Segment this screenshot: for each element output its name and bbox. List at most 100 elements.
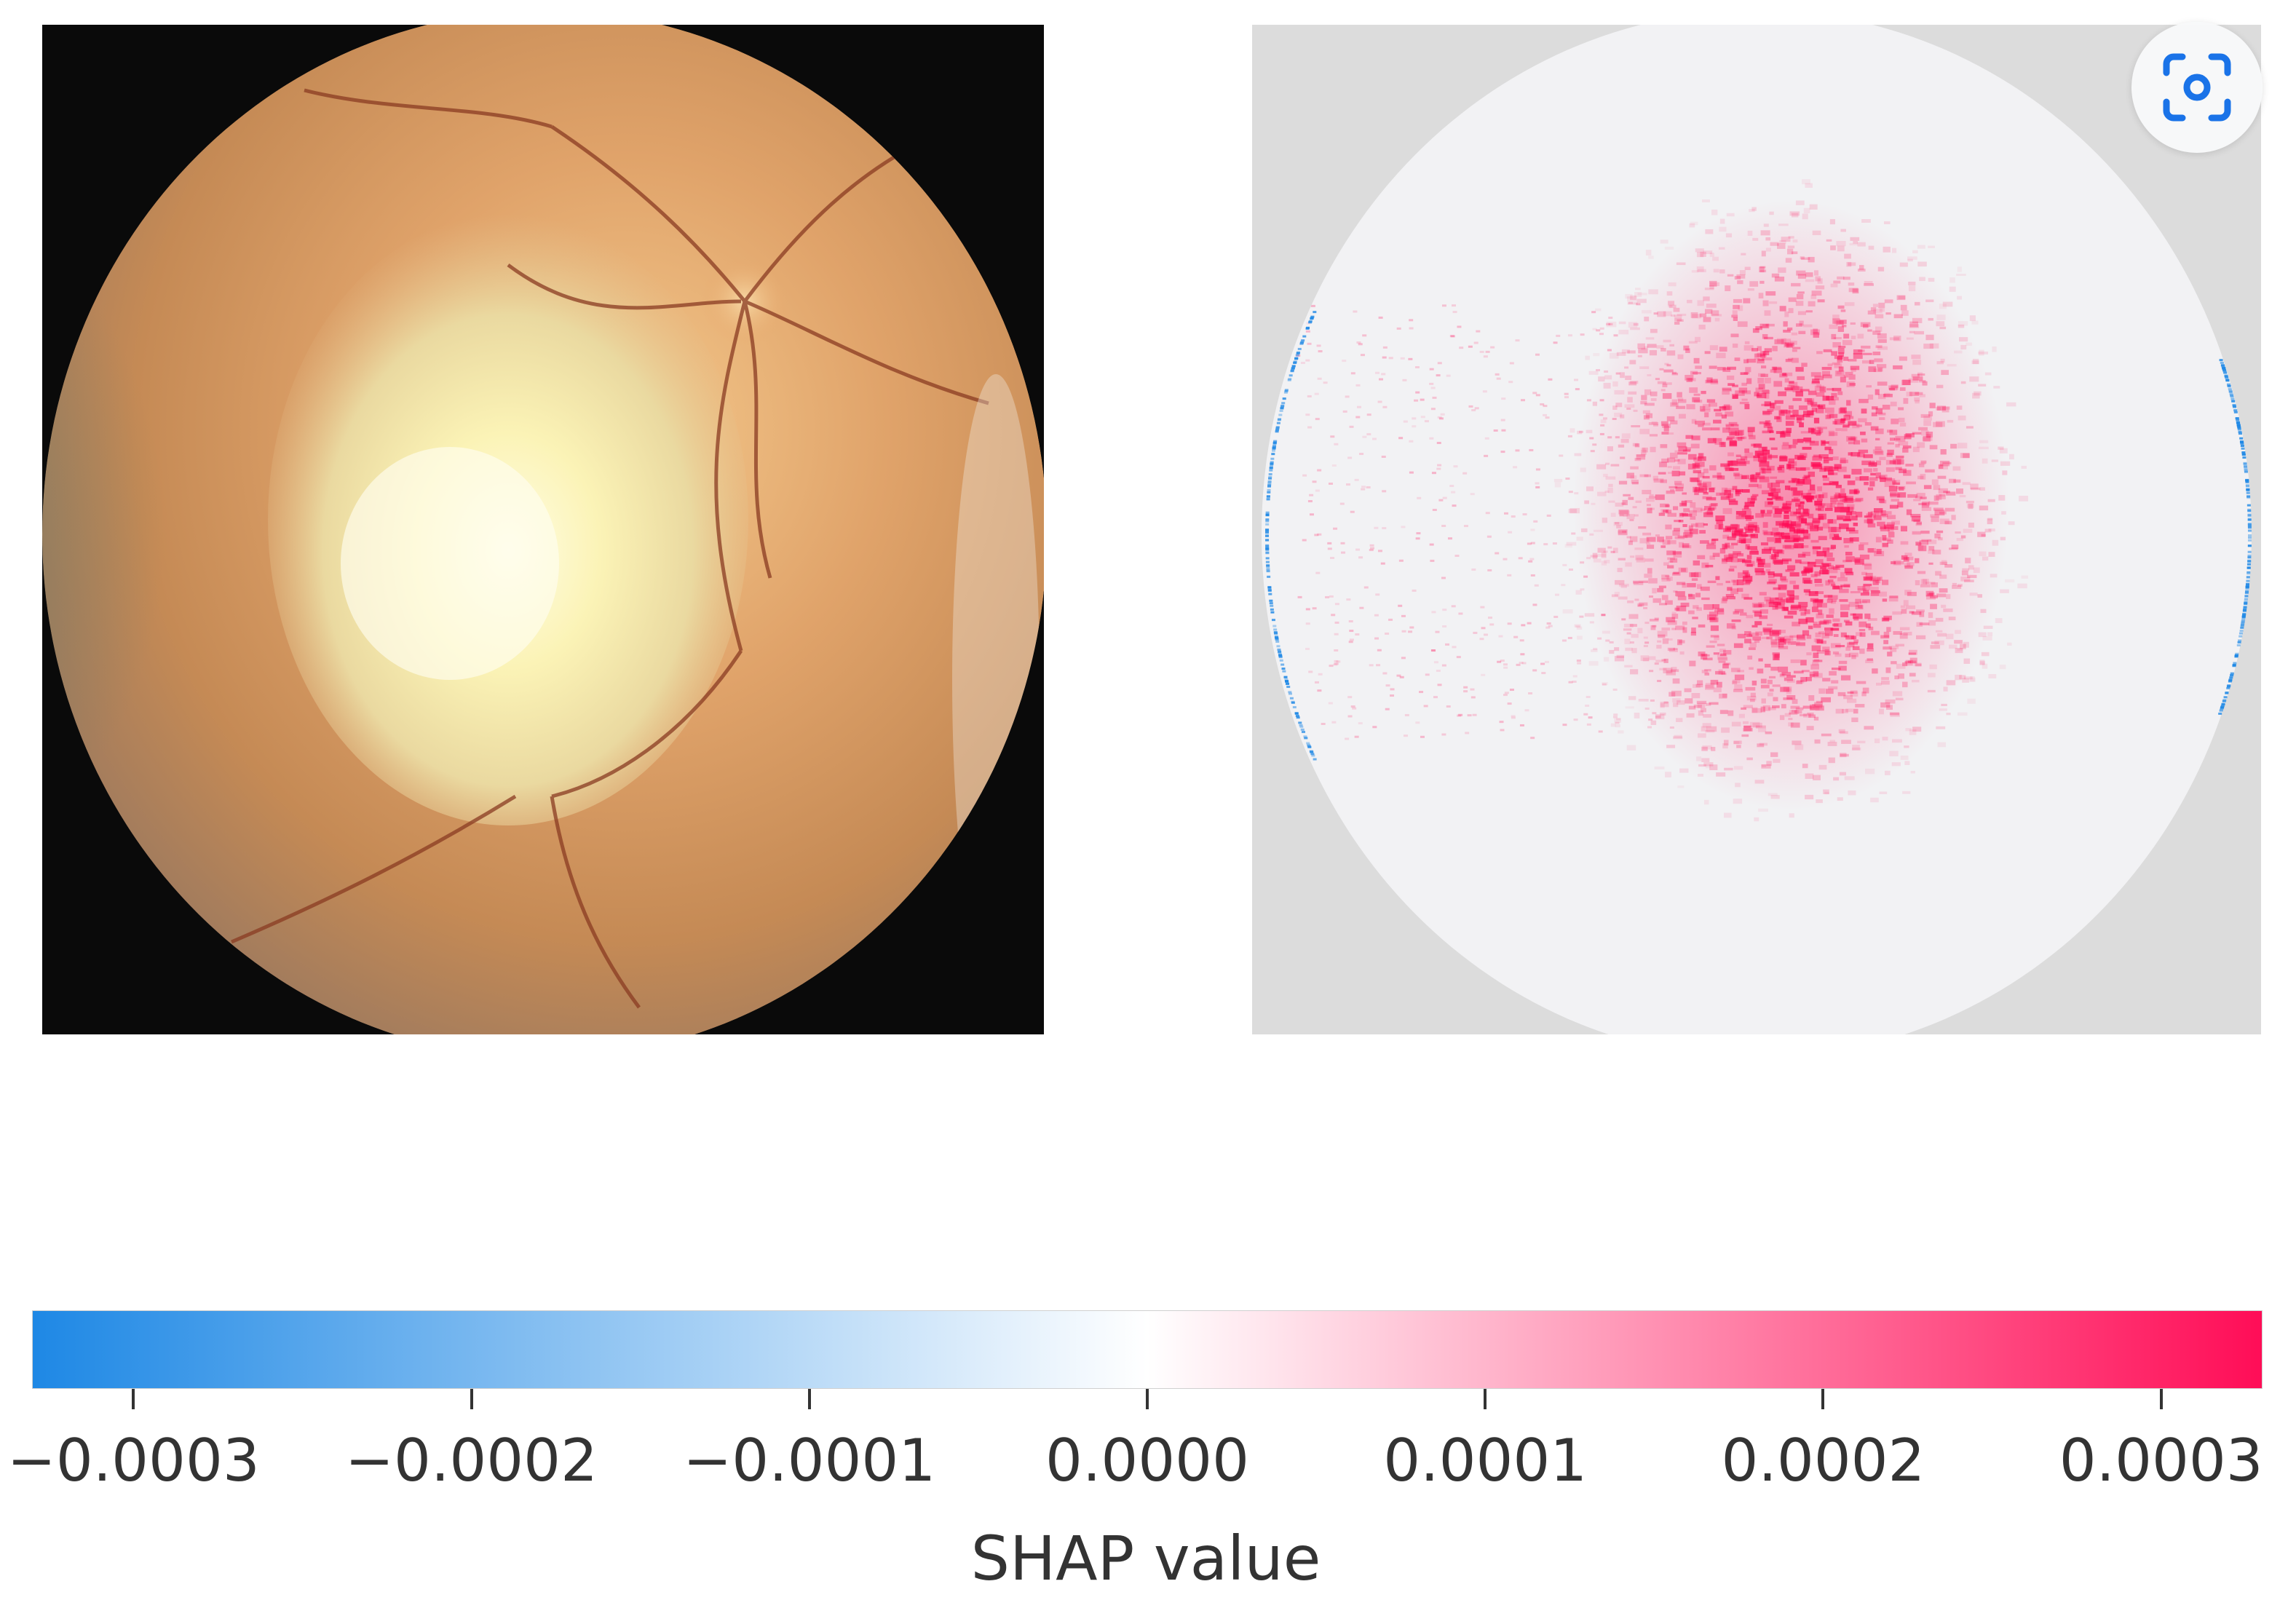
shap-speckle [1784, 539, 1794, 542]
shap-edge-speckle [2247, 513, 2252, 516]
shap-speckle [1786, 344, 1793, 348]
shap-speckle [1797, 529, 1805, 533]
shap-speckle [1725, 580, 1730, 584]
shap-speckle [1588, 371, 1599, 375]
shap-speckle [1816, 392, 1825, 397]
shap-speckle [1861, 345, 1871, 349]
shap-speckle [1630, 327, 1640, 330]
shap-speckle [1429, 543, 1434, 546]
shap-speckle [1620, 438, 1629, 443]
shap-speckle [1908, 285, 1916, 292]
shap-speckle [1830, 583, 1836, 587]
shap-speckle [1857, 588, 1867, 592]
shap-speckle [1723, 404, 1730, 411]
shap-speckle [1862, 687, 1869, 694]
shap-speckle [1780, 431, 1791, 437]
shap-speckle [1784, 342, 1789, 348]
shap-speckle [1792, 346, 1801, 349]
shap-speckle [1805, 272, 1813, 277]
shap-speckle [1679, 651, 1685, 655]
shap-speckle [1693, 393, 1701, 396]
shap-speckle [1770, 795, 1780, 799]
shap-speckle [1853, 349, 1863, 355]
shap-speckle [1959, 675, 1966, 680]
shap-speckle [1398, 437, 1404, 440]
shap-speckle [1436, 670, 1441, 673]
shap-speckle [1754, 353, 1762, 357]
shap-speckle [1818, 454, 1829, 459]
shap-speckle [1884, 481, 1895, 488]
shap-speckle [1568, 509, 1577, 513]
retinal-vessels [231, 88, 989, 1009]
shap-speckle [1612, 405, 1618, 411]
shap-speckle [1901, 379, 1911, 386]
shap-speckle [1890, 713, 1900, 717]
shap-speckle [1778, 523, 1784, 528]
shap-speckle [1780, 432, 1786, 438]
shap-speckle [1814, 739, 1821, 744]
shap-speckle [1824, 595, 1833, 598]
shap-speckle [1691, 578, 1698, 581]
shap-speckle [1769, 676, 1776, 679]
shap-speckle [1420, 735, 1425, 738]
shap-edge-speckle [1267, 482, 1272, 485]
shap-speckle [1819, 387, 1826, 393]
shap-speckle [1584, 500, 1589, 504]
shap-speckle [1741, 559, 1751, 563]
shap-speckle [1808, 471, 1816, 478]
shap-speckle [1957, 321, 1968, 326]
shap-speckle [1490, 346, 1495, 349]
shap-speckle [1797, 438, 1804, 443]
shap-speckle [1872, 330, 1881, 335]
shap-speckle [1452, 504, 1457, 507]
shap-speckle [1339, 502, 1345, 505]
shap-speckle [1842, 560, 1852, 563]
shap-speckle [1305, 608, 1310, 611]
shap-speckle [1907, 562, 1915, 566]
shap-speckle [1938, 464, 1948, 470]
shap-speckle [1861, 599, 1871, 603]
shap-edge-speckle [1265, 545, 1270, 548]
shap-speckle [1891, 384, 1899, 388]
shap-speckle [1770, 242, 1779, 246]
shap-speckle [1819, 468, 1826, 472]
shap-speckle [1767, 465, 1775, 471]
shap-speckle [1640, 400, 1647, 405]
shap-edge-speckle [1265, 523, 1270, 526]
shap-speckle [1381, 455, 1386, 458]
shap-speckle [1870, 472, 1876, 476]
shap-speckle [1816, 351, 1823, 355]
shap-speckle [1951, 544, 1959, 550]
shap-speckle [1677, 785, 1685, 788]
shap-speckle [1661, 458, 1669, 463]
shap-speckle [1978, 384, 1987, 387]
shap-edge-speckle [2242, 609, 2246, 612]
shap-speckle [1829, 218, 1835, 225]
shap-speckle [1642, 657, 1650, 662]
shap-speckle [1541, 672, 1546, 675]
shap-speckle [1431, 649, 1436, 652]
shap-speckle [1749, 475, 1755, 479]
lens-search-button[interactable] [2131, 22, 2263, 153]
shap-speckle [1498, 635, 1503, 638]
shap-edge-speckle [1269, 465, 1273, 468]
shap-edge-speckle [2240, 441, 2244, 444]
shap-edge-speckle [1310, 750, 1314, 753]
shap-speckle [1463, 525, 1468, 528]
shap-edge-speckle [1302, 335, 1307, 338]
shap-speckle [1776, 520, 1784, 526]
shap-speckle [1911, 611, 1922, 615]
shap-speckle [1317, 689, 1322, 692]
shap-speckle [1906, 481, 1916, 485]
shap-edge-speckle [1282, 397, 1286, 400]
shap-speckle [1802, 324, 1813, 328]
shap-edge-speckle [1303, 735, 1307, 738]
shap-speckle [1761, 468, 1766, 475]
shap-speckle [1604, 490, 1610, 493]
shap-speckle [1667, 457, 1676, 463]
shap-speckle [1864, 613, 1871, 619]
shap-speckle [1655, 378, 1660, 381]
shap-speckle [1562, 724, 1567, 726]
shap-speckle [1831, 566, 1840, 569]
shap-speckle [1671, 614, 1679, 619]
